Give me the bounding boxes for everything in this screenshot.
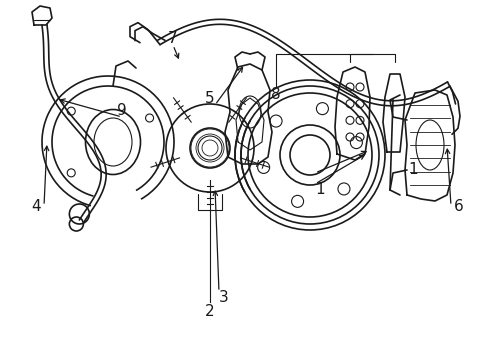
Text: 8: 8 [271, 86, 280, 102]
Text: 3: 3 [219, 291, 228, 306]
Text: 4: 4 [31, 198, 41, 213]
Text: 7: 7 [168, 31, 178, 45]
Text: 1: 1 [315, 181, 324, 197]
Text: 2: 2 [205, 305, 214, 320]
Text: 9: 9 [117, 103, 126, 117]
Text: 1: 1 [407, 162, 417, 177]
Text: 6: 6 [453, 198, 463, 213]
Text: 5: 5 [205, 90, 214, 105]
